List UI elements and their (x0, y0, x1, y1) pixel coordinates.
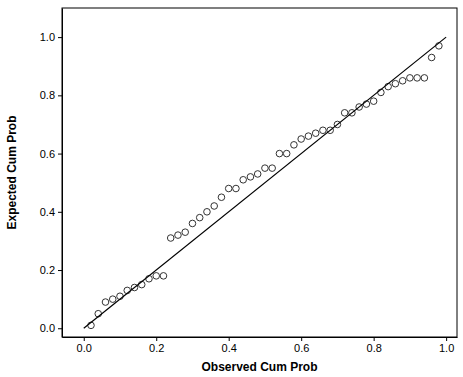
tick: 0.6 (294, 337, 309, 354)
tick: 0.6 (40, 148, 62, 160)
point (269, 165, 276, 172)
reference-line (84, 37, 446, 328)
tick-mark (58, 328, 62, 329)
plot: 0.0 0.2 0.4 0.6 0.8 1.0 0.0 0.2 0.4 0.6 0.8 1.0 (40, 8, 458, 354)
chart: 0.0 0.2 0.4 0.6 0.8 1.0 0.0 0.2 0.4 0.6 0.8 1.0 Obse… (0, 0, 463, 377)
tick-mark (58, 95, 62, 96)
point (218, 194, 225, 201)
axis-line (62, 9, 63, 338)
tick-label: 0.6 (294, 342, 309, 354)
tick-mark (84, 337, 85, 341)
point (175, 232, 182, 239)
tick: 1.0 (40, 31, 62, 43)
point (407, 75, 414, 82)
x-axis: 0.0 0.2 0.4 0.6 0.8 1.0 (63, 337, 458, 354)
x-axis-title: Observed Cum Prob (201, 360, 317, 374)
tick-label: 0.0 (77, 342, 92, 354)
tick-mark (229, 337, 230, 341)
tick: 0.8 (367, 337, 382, 354)
point (414, 75, 421, 82)
point (182, 229, 189, 236)
tick-mark (58, 212, 62, 213)
tick-label: 1.0 (40, 31, 55, 43)
point (153, 273, 160, 280)
point (225, 185, 232, 192)
tick-label: 0.4 (40, 206, 55, 218)
tick-label: 0.2 (149, 342, 164, 354)
point (341, 110, 348, 117)
axis-line (63, 337, 458, 338)
point (370, 98, 377, 105)
point (247, 174, 254, 181)
point (283, 150, 290, 157)
point (399, 77, 406, 84)
point (102, 299, 109, 306)
point (160, 273, 167, 280)
tick-mark (58, 154, 62, 155)
tick: 1.0 (439, 337, 454, 354)
tick: 0.2 (40, 264, 62, 276)
point (211, 203, 218, 210)
point (421, 75, 428, 82)
point (196, 214, 203, 221)
tick: 0.4 (40, 206, 62, 218)
point (240, 176, 247, 183)
point (428, 54, 435, 61)
point (291, 142, 298, 149)
point (254, 171, 261, 178)
point (189, 220, 196, 227)
point (392, 80, 399, 87)
point (305, 133, 312, 140)
point (298, 136, 305, 143)
tick-label: 0.8 (40, 89, 55, 101)
point (204, 209, 211, 216)
marks (84, 37, 446, 329)
tick-label: 1.0 (439, 342, 454, 354)
tick-label: 0.2 (40, 264, 55, 276)
tick-mark (156, 337, 157, 341)
point (276, 150, 283, 157)
point (262, 165, 269, 172)
tick-mark (58, 270, 62, 271)
y-axis: 0.0 0.2 0.4 0.6 0.8 1.0 (40, 9, 63, 338)
point (312, 130, 319, 137)
tick: 0.0 (40, 322, 62, 334)
tick-mark (58, 37, 62, 38)
tick-label: 0.6 (40, 148, 55, 160)
tick-label: 0.4 (222, 342, 237, 354)
y-axis-title: Expected Cum Prob (5, 115, 19, 229)
tick-mark (446, 337, 447, 341)
point (167, 235, 174, 242)
point (109, 296, 116, 303)
tick: 0.8 (40, 89, 62, 101)
tick: 0.4 (222, 337, 237, 354)
tick-mark (374, 337, 375, 341)
tick: 0.2 (149, 337, 164, 354)
tick-label: 0.0 (40, 322, 55, 334)
point (320, 127, 327, 134)
point (233, 185, 240, 192)
plot-frame (62, 8, 457, 337)
tick-label: 0.8 (367, 342, 382, 354)
tick-mark (301, 337, 302, 341)
tick: 0.0 (77, 337, 92, 354)
